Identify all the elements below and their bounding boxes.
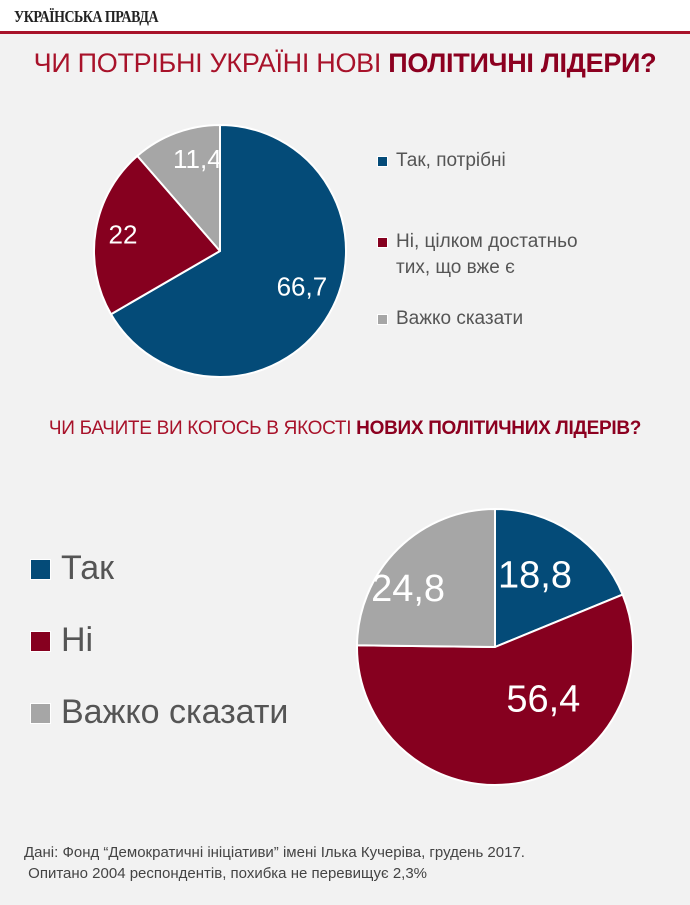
legend-item-yes: Так, потрібні (377, 148, 506, 174)
pie-slice (93, 154, 221, 316)
pie-slice (136, 124, 221, 252)
pie-slice (494, 508, 624, 648)
site-header: УКРАЇНСЬКА ПРАВДА (0, 0, 690, 31)
legend-swatch-red (377, 237, 388, 248)
legend-swatch-red (30, 631, 51, 652)
source-note: Дані: Фонд “Демократичні ініціативи” іме… (24, 842, 525, 884)
legend-item-hard-to-say: Важко сказати (377, 306, 523, 332)
legend-swatch-grey (377, 314, 388, 325)
legend-item-no: Ні, цілком достатньо тих, що вже є (377, 229, 578, 281)
legend-label: Так (61, 549, 115, 587)
legend-swatch-blue (377, 156, 388, 167)
chart1-pie: 66,7 22 11,4 (93, 124, 347, 378)
header-divider (0, 31, 690, 34)
legend-label: Ні (61, 621, 94, 659)
slice-value-label: 66,7 (277, 271, 328, 301)
chart2-title-bold: НОВИХ ПОЛІТИЧНИХ ЛІДЕРІВ? (356, 418, 642, 439)
site-logo[interactable]: УКРАЇНСЬКА ПРАВДА (14, 7, 159, 26)
legend-item-hard-to-say: Важко сказати (30, 692, 288, 732)
slice-value-label: 22 (109, 220, 138, 250)
chart1-title-bold: ПОЛІТИЧНІ ЛІДЕРИ? (388, 48, 657, 78)
source-line-2: Опитано 2004 респондентів, похибка не пе… (24, 865, 428, 882)
legend-swatch-grey (30, 703, 51, 724)
chart2-title: ЧИ БАЧИТЕ ВИ КОГОСЬ В ЯКОСТІ НОВИХ ПОЛІТ… (0, 418, 690, 440)
pie-slice (110, 124, 347, 378)
legend-label: Важко сказати (396, 308, 524, 329)
legend-label: Ні, цілком достатньо тих, що вже є (396, 231, 578, 278)
slice-value-label: 11,4 (173, 144, 222, 174)
legend-label: Так, потрібні (396, 150, 506, 171)
legend-label: Важко сказати (61, 693, 289, 731)
source-line-1: Дані: Фонд “Демократичні ініціативи” іме… (24, 844, 525, 861)
legend-swatch-blue (30, 559, 51, 580)
pie-slice (356, 508, 496, 648)
legend-item-yes: Так (30, 548, 114, 588)
legend-item-no: Ні (30, 620, 93, 660)
pie-slice (356, 593, 634, 786)
chart1-title-plain: ЧИ ПОТРІБНІ УКРАЇНІ НОВІ (33, 48, 389, 78)
slice-value-label: 18,8 (498, 554, 572, 596)
chart1-title: ЧИ ПОТРІБНІ УКРАЇНІ НОВІ ПОЛІТИЧНІ ЛІДЕР… (0, 48, 690, 79)
chart2-pie: 18,8 56,4 24,8 (356, 508, 634, 786)
slice-value-label: 24,8 (371, 568, 445, 610)
slice-value-label: 56,4 (506, 678, 580, 720)
chart2-title-plain: ЧИ БАЧИТЕ ВИ КОГОСЬ В ЯКОСТІ (48, 418, 357, 439)
